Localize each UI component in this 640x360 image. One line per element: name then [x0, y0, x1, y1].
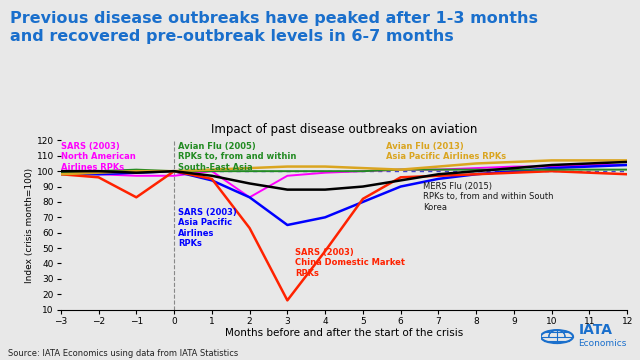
Text: SARS (2003)
Asia Pacific
Airlines
RPKs: SARS (2003) Asia Pacific Airlines RPKs	[178, 208, 237, 248]
Text: Avian Flu (2005)
RPKs to, from and within
South-East Asia: Avian Flu (2005) RPKs to, from and withi…	[178, 142, 296, 172]
Text: Avian Flu (2013)
Asia Pacific Airlines RPKs: Avian Flu (2013) Asia Pacific Airlines R…	[385, 142, 506, 161]
Text: MERS Flu (2015)
RPKs to, from and within South
Korea: MERS Flu (2015) RPKs to, from and within…	[423, 182, 554, 212]
Text: Previous disease outbreaks have peaked after 1-3 months
and recovered pre-outbre: Previous disease outbreaks have peaked a…	[10, 11, 538, 44]
Text: Economics: Economics	[579, 339, 627, 348]
Y-axis label: Index (crisis month=100): Index (crisis month=100)	[25, 167, 34, 283]
Text: SARS (2003)
North American
Airlines RPKs: SARS (2003) North American Airlines RPKs	[61, 142, 136, 172]
Text: Source: IATA Economics using data from IATA Statistics: Source: IATA Economics using data from I…	[8, 349, 238, 358]
Title: Impact of past disease outbreaks on aviation: Impact of past disease outbreaks on avia…	[211, 123, 477, 136]
X-axis label: Months before and after the start of the crisis: Months before and after the start of the…	[225, 328, 463, 338]
Text: SARS (2003)
China Domestic Market
RPKs: SARS (2003) China Domestic Market RPKs	[295, 248, 405, 278]
Text: IATA: IATA	[579, 324, 612, 337]
